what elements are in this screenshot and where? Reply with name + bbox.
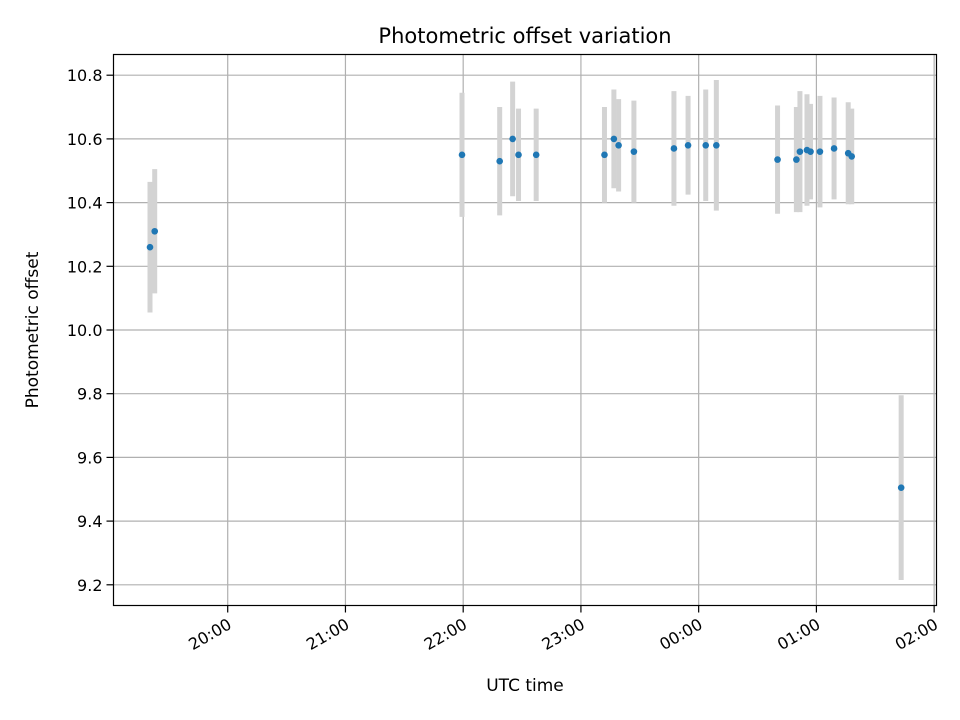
y-tick-label: 9.6 — [77, 448, 102, 467]
data-point — [615, 141, 622, 149]
data-point — [670, 145, 678, 152]
y-tick-label: 10.8 — [67, 66, 103, 85]
chart-title: Photometric offset variation — [378, 24, 671, 48]
data-point — [830, 145, 838, 152]
data-point — [713, 141, 720, 149]
data-point — [897, 484, 905, 491]
data-point — [702, 141, 710, 149]
y-tick-label: 9.2 — [77, 576, 102, 595]
data-point — [509, 135, 516, 143]
data-point — [458, 151, 466, 159]
data-point — [610, 135, 618, 143]
y-tick-label: 10.2 — [67, 257, 103, 276]
data-point — [774, 156, 781, 163]
y-tick-label: 10.0 — [67, 321, 103, 340]
data-point — [515, 151, 522, 159]
data-point — [532, 151, 540, 159]
data-point — [496, 157, 503, 165]
y-tick-label: 10.4 — [67, 194, 103, 213]
data-point — [601, 151, 608, 159]
data-point — [796, 148, 804, 155]
data-points — [146, 135, 905, 491]
data-point — [146, 243, 154, 251]
data-point — [848, 153, 856, 160]
y-tick-label: 9.8 — [77, 385, 102, 404]
data-point — [807, 148, 814, 155]
y-axis-ticks: 9.2 9.4 9.6 9.8 10.0 10.2 10.4 10.6 10.8 — [67, 66, 114, 595]
x-axis-title: UTC time — [486, 676, 564, 696]
y-tick-label: 10.6 — [67, 130, 103, 149]
data-point — [793, 156, 800, 163]
data-point — [151, 227, 159, 235]
data-point — [684, 141, 692, 149]
data-point — [816, 148, 824, 155]
data-point — [630, 148, 638, 155]
y-axis-title: Photometric offset — [23, 251, 43, 408]
y-tick-label: 9.4 — [77, 512, 102, 531]
